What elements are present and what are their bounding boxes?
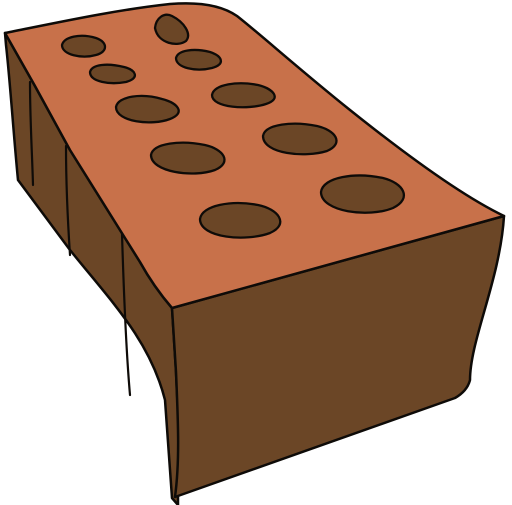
brick-side-grooves — [28, 80, 132, 397]
hole-8 — [261, 122, 338, 156]
hole-10 — [319, 174, 406, 214]
hole-5 — [114, 94, 180, 124]
hole-3 — [88, 63, 136, 85]
hole-6 — [210, 82, 276, 109]
hole-9 — [198, 201, 282, 239]
hole-2 — [153, 13, 190, 45]
brick-holes — [60, 13, 406, 239]
hole-4 — [174, 48, 222, 71]
hole-1 — [60, 34, 107, 58]
hole-7 — [149, 141, 226, 175]
